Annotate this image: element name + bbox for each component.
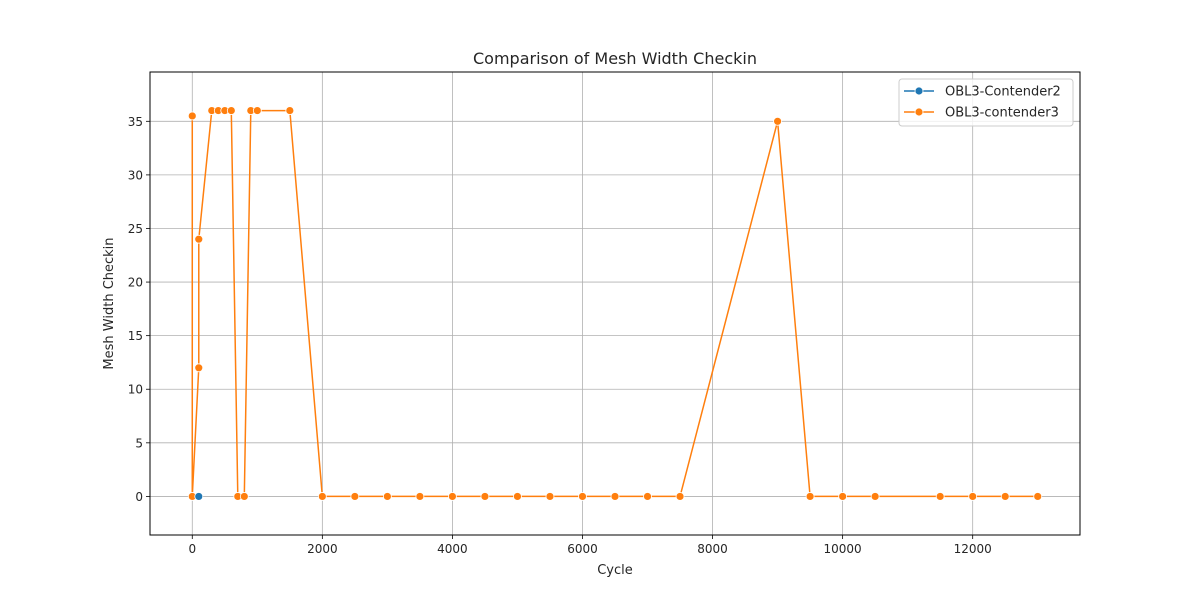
series-2-point	[382, 492, 392, 501]
series-2	[187, 106, 1043, 501]
x-tick-label: 12000	[954, 542, 992, 556]
chart-title: Comparison of Mesh Width Checkin	[473, 49, 757, 68]
legend-label-series-2: OBL3-contender3	[945, 106, 1059, 121]
x-tick-label: 6000	[567, 542, 598, 556]
plot-frame	[149, 71, 1081, 536]
legend-marker-series-2	[914, 107, 924, 117]
series-2-point	[187, 111, 197, 121]
plot-series	[187, 106, 1043, 501]
x-tick-label: 8000	[697, 542, 728, 556]
series-2-point	[805, 492, 815, 501]
series-2-point	[578, 492, 587, 501]
y-tick-label: 25	[128, 222, 143, 236]
x-tick-label: 2000	[307, 542, 338, 556]
x-tick-label: 4000	[437, 542, 468, 556]
series-2-point	[194, 363, 204, 373]
x-tick-label: 10000	[824, 542, 862, 556]
series-2-point	[935, 492, 945, 501]
y-tick-label: 20	[128, 276, 143, 290]
y-tick-label: 15	[128, 329, 143, 343]
y-tick-label: 5	[135, 436, 143, 450]
series-2-point	[415, 492, 425, 501]
axis-ticks: 0 2000 4000 6000 8000 10000 12000 0 5 10 15 20 25 30 3…	[128, 115, 992, 556]
series-2-point	[870, 492, 880, 501]
legend: OBL3-Contender2 OBL3-contender3	[898, 78, 1074, 127]
series-2-point	[317, 492, 327, 501]
series-2-point	[480, 492, 490, 501]
series-2-point	[610, 492, 620, 501]
y-tick-label: 0	[135, 490, 143, 504]
series-2-point	[675, 492, 685, 501]
series-2-point	[1033, 492, 1043, 501]
grid	[150, 72, 1080, 535]
legend-box	[898, 78, 1074, 127]
series-2-point	[350, 492, 360, 501]
y-axis-label: Mesh Width Checkin	[102, 237, 117, 369]
series-2-point	[194, 234, 204, 244]
series-2-point	[448, 492, 457, 501]
series-2-point	[513, 492, 522, 501]
series-2-point	[226, 106, 236, 115]
series-2-point	[545, 492, 555, 501]
x-tick-label: 0	[188, 542, 196, 556]
series-2-point	[285, 106, 295, 115]
series-2-point	[838, 492, 848, 501]
series-2-point	[1000, 492, 1010, 501]
legend-label-series-1: OBL3-Contender2	[945, 85, 1061, 100]
y-tick-label: 30	[128, 168, 143, 182]
legend-marker-series-1	[914, 86, 924, 96]
series-1-point	[194, 492, 204, 501]
series-2-point	[643, 492, 652, 501]
y-tick-label: 10	[128, 383, 143, 397]
x-axis-label: Cycle	[597, 563, 633, 578]
series-2-point	[239, 492, 249, 501]
series-2-point	[252, 106, 262, 115]
series-2-point	[968, 492, 978, 501]
y-tick-label: 35	[128, 115, 143, 129]
series-2-point	[773, 116, 782, 126]
series-1	[194, 492, 204, 501]
